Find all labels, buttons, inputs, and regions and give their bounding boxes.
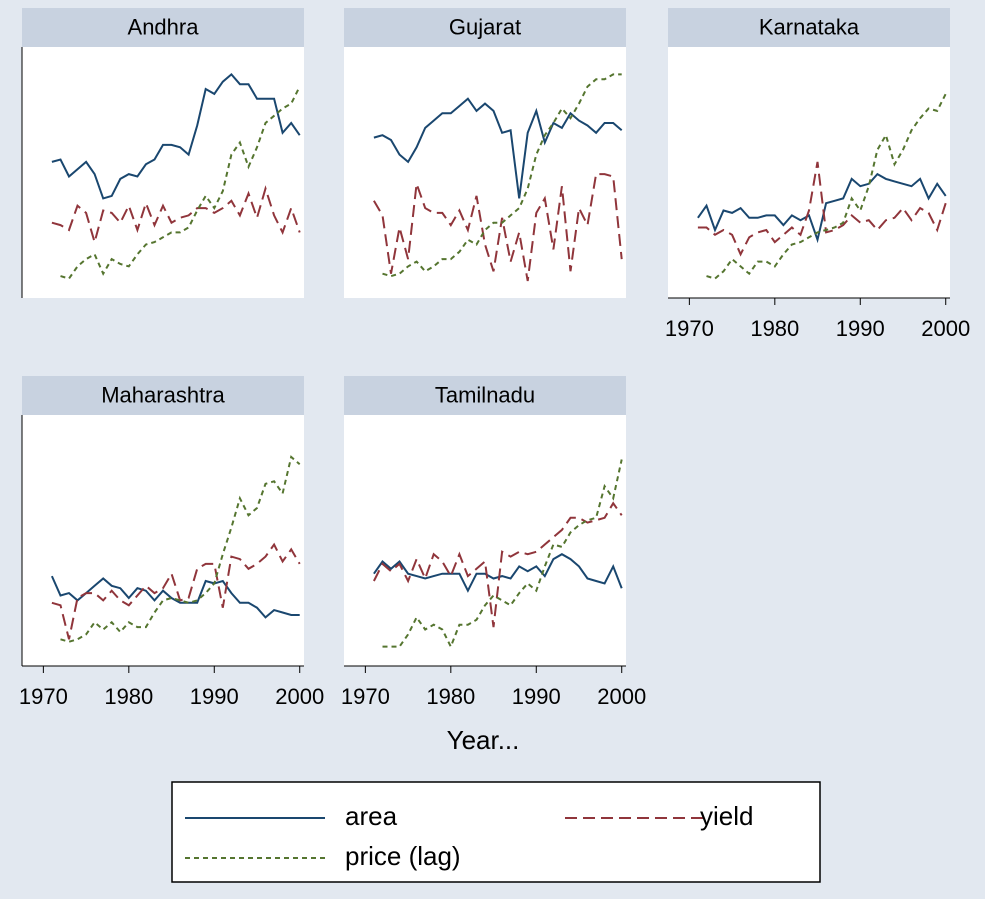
panel-header	[344, 8, 626, 47]
series-line	[60, 455, 301, 643]
x-tick-label: 1990	[512, 684, 561, 709]
series-line	[382, 73, 622, 278]
panel-header	[668, 8, 950, 47]
plot-area	[344, 47, 626, 298]
x-tick-label: 1970	[341, 684, 390, 709]
series-line	[373, 553, 623, 593]
series-line	[373, 97, 623, 199]
x-tick-label: 1980	[750, 316, 799, 341]
x-tick-label: 2000	[597, 684, 646, 709]
series-line	[60, 86, 301, 280]
plot-area	[344, 415, 626, 666]
series-line	[697, 161, 947, 257]
plot-area	[668, 47, 950, 298]
panel-header	[344, 376, 626, 415]
series-line	[697, 172, 947, 244]
x-tick-label: 1970	[665, 316, 714, 341]
series-line	[382, 459, 623, 650]
panel-title: Maharashtra	[101, 382, 225, 407]
series-line	[373, 173, 623, 282]
series-line	[51, 72, 301, 200]
series-line	[51, 185, 301, 246]
panel-title: Andhra	[128, 14, 200, 39]
plot-area	[22, 415, 304, 666]
series-line	[50, 575, 300, 619]
x-tick-label: 1970	[19, 684, 68, 709]
x-axis-title: Year...	[447, 725, 520, 755]
legend-label: price (lag)	[345, 841, 461, 871]
panel-title: Gujarat	[449, 14, 521, 39]
series-line	[706, 93, 947, 280]
legend-label: area	[345, 801, 398, 831]
panel-title: Tamilnadu	[435, 382, 535, 407]
legend-box	[171, 781, 821, 883]
series-line	[373, 501, 623, 628]
legend-label: yield	[700, 801, 753, 831]
x-tick-label: 2000	[921, 316, 970, 341]
plot-area	[22, 47, 304, 298]
x-tick-label: 1980	[104, 684, 153, 709]
x-tick-label: 2000	[275, 684, 324, 709]
x-tick-label: 1990	[190, 684, 239, 709]
panel-title: Karnataka	[759, 14, 860, 39]
x-tick-label: 1990	[836, 316, 885, 341]
panel-header	[22, 376, 304, 415]
panel-header	[22, 8, 304, 47]
x-tick-label: 1980	[426, 684, 475, 709]
